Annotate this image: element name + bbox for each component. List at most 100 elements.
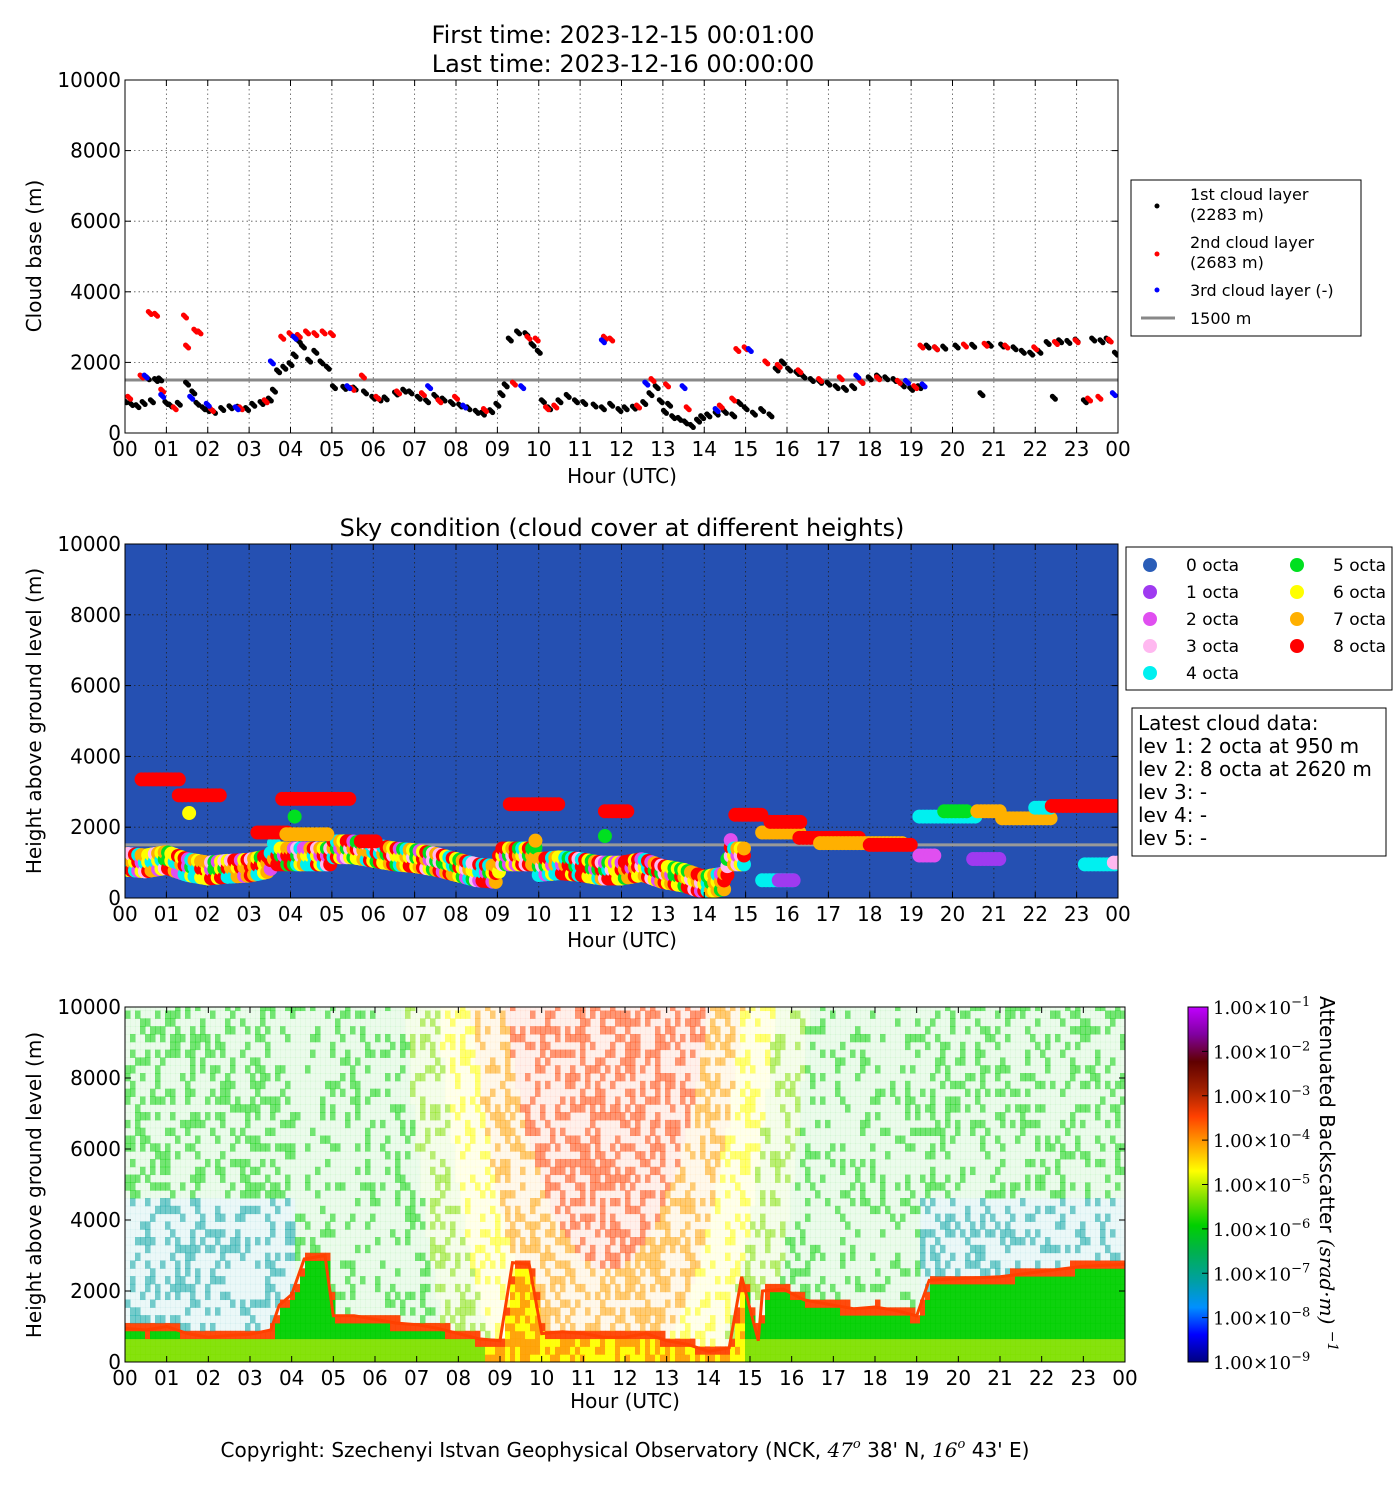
heat-cell [300,1268,306,1277]
heat-cell [270,1299,276,1308]
heat-cell [195,1237,201,1246]
heat-cell [185,1166,191,1176]
heat-cell [250,1197,256,1207]
heat-cell [205,1057,211,1066]
heat-cell [280,1112,286,1121]
heat-cell [390,1346,396,1355]
heat-cell [130,1104,136,1113]
heat-cell [400,1049,406,1058]
heat-cell [240,1190,246,1199]
heat-cell [295,1260,301,1269]
heat-cell [350,1205,356,1215]
heat-cell [375,1049,381,1058]
heat-cell [445,1276,451,1285]
heat-cell [350,1088,356,1097]
cloud-base-point [185,345,192,351]
heat-cell [430,1143,436,1152]
cloud-base-point [527,336,533,342]
heat-cell [390,1096,396,1105]
heat-cell [335,1197,341,1207]
heat-cell [220,1065,226,1074]
heat-cell [450,1080,456,1090]
heat-cell [135,1190,141,1199]
cloud-base-point [574,400,581,406]
heat-cell [210,1229,216,1238]
heat-cell [265,1237,271,1246]
heat-cell [325,1213,331,1222]
heat-cell [325,1221,331,1230]
heat-cell [405,1065,411,1074]
heat-cell [295,1244,301,1254]
heat-cell [300,1213,306,1222]
heat-cell [265,1174,271,1183]
heat-cell [270,1143,276,1152]
heat-cell [320,1033,326,1043]
heat-cell [230,1190,236,1199]
heat-cell [340,1221,346,1230]
heat-cell [265,1213,271,1222]
heat-cell [270,1151,276,1160]
heat-cell [265,1346,271,1355]
heat-cell [365,1291,371,1301]
heat-cell [270,1182,276,1191]
heat-cell [230,1174,236,1183]
heat-cell [265,1135,271,1144]
heat-cell [445,1158,451,1168]
heat-cell [360,1315,366,1324]
heat-cell [335,1112,341,1121]
sky-condition-x-tick-label: 04 [278,902,303,926]
heat-cell [360,1299,366,1308]
sky-segment-octa-1 [966,852,1007,867]
heat-cell [365,1112,371,1121]
heat-cell [415,1143,421,1152]
heat-cell [250,1127,256,1137]
heat-cell [290,1322,296,1332]
heat-cell [225,1119,231,1129]
heat-cell [375,1151,381,1160]
heat-cell [205,1119,211,1129]
heat-cell [195,1299,201,1308]
heat-cell [370,1307,376,1316]
heat-cell [220,1143,226,1152]
latest-cloud-data-box: Latest cloud data: lev 1: 2 octa at 950 … [1131,707,1387,857]
heat-cell [160,1338,166,1347]
heat-cell [315,1033,321,1043]
heat-cell [150,1041,156,1051]
heat-cell [340,1049,346,1058]
heat-cell [380,1112,386,1121]
heat-cell [460,1283,466,1293]
heat-cell [440,1221,446,1230]
heat-cell [200,1026,206,1035]
heat-cell [285,1007,291,1012]
heat-cell [350,1299,356,1308]
heat-cell [210,1354,216,1362]
heat-cell [365,1073,371,1082]
cloud-base-point [860,380,866,386]
heat-cell [225,1322,231,1332]
heat-cell [225,1276,231,1285]
heat-cell [335,1229,341,1238]
heat-cell [325,1291,331,1301]
heat-cell [245,1033,251,1043]
heat-cell [380,1065,386,1074]
heat-cell [215,1127,221,1137]
heat-cell [435,1330,441,1340]
heat-cell [155,1073,161,1082]
heat-cell [405,1322,411,1332]
heat-cell [420,1049,426,1058]
heat-cell [210,1197,216,1207]
heat-cell [435,1346,441,1355]
heat-cell [370,1299,376,1308]
heat-cell [235,1182,241,1191]
heat-cell [150,1010,156,1019]
heat-cell [325,1041,331,1051]
heat-cell [220,1127,226,1137]
header-line-2: Last time: 2023-12-16 00:00:00 [432,50,814,78]
heat-cell [375,1190,381,1199]
heat-cell [205,1346,211,1355]
heat-cell [250,1104,256,1113]
heat-cell [345,1205,351,1215]
heat-cell [400,1010,406,1019]
heat-cell [190,1229,196,1238]
